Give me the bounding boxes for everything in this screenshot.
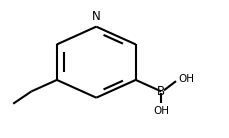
Text: N: N xyxy=(92,10,101,23)
Text: OH: OH xyxy=(153,106,169,116)
Text: B: B xyxy=(157,85,165,98)
Text: OH: OH xyxy=(178,74,194,84)
